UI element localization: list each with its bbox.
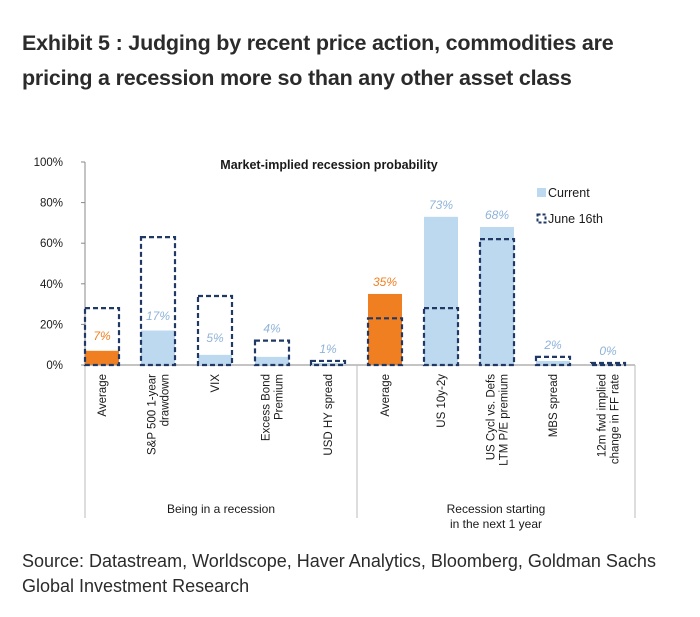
bar-june16 (534, 355, 572, 367)
bar-current (85, 350, 119, 365)
exhibit-title: Exhibit 5 : Judging by recent price acti… (22, 31, 614, 90)
category-label-line: US Cycl vs. Defs (486, 374, 498, 461)
category-label: US 10y-2y (436, 374, 448, 428)
bar-current (311, 362, 345, 365)
category-label-line: change in FF rate (610, 374, 622, 464)
category-label: 12m fwd implied change in FF rate (597, 374, 622, 464)
category-label-line: US 10y-2y (436, 374, 448, 428)
bar-current (255, 356, 289, 365)
y-tick-label: 100% (34, 157, 63, 169)
bars (83, 216, 627, 367)
data-label: 7% (93, 329, 111, 343)
data-label: 68% (485, 208, 509, 222)
bar-june16 (139, 236, 177, 367)
bar-current (480, 226, 514, 365)
bar-june16 (83, 307, 121, 367)
bar-current (141, 330, 175, 365)
category-label-line: MBS spread (548, 374, 560, 437)
data-label: 4% (263, 322, 281, 336)
category-label-line: Premium (274, 374, 286, 420)
bar-current (198, 354, 232, 365)
axes: 0% 20% 40% 60% 80% 100% (34, 157, 636, 518)
chart-title: Market-implied recession probability (220, 158, 437, 172)
data-label: 0% (599, 344, 617, 358)
data-label: 5% (206, 331, 224, 345)
category-label-line: 12m fwd implied (597, 374, 609, 457)
bar-current (536, 360, 570, 365)
bar-june16 (366, 317, 404, 367)
group-label: Recession starting (447, 502, 546, 516)
data-label: 1% (319, 342, 337, 356)
category-label-line: LTM P/E premium (499, 374, 511, 466)
category-label: USD HY spread (323, 374, 335, 456)
group-label: in the next 1 year (450, 517, 542, 531)
bar-june16 (196, 294, 234, 367)
category-label: S&P 500 1-year drawdown (147, 374, 172, 455)
category-label-line: S&P 500 1-year (147, 374, 159, 455)
bar-current (424, 216, 458, 365)
category-label: Average (97, 374, 109, 417)
source-note: Source: Datastream, Worldscope, Haver An… (22, 551, 656, 596)
data-label: 73% (429, 198, 453, 212)
labels: 7% 17% 5% 4% 1% 35% 73% 68% 2% 0% Average S&P 500 1… (93, 198, 621, 531)
y-tick-label: 20% (40, 319, 63, 331)
group-label: Being in a recession (167, 502, 275, 516)
category-label-line: Excess Bond (261, 374, 273, 441)
legend: Current June 16th (536, 186, 603, 226)
category-label-line: USD HY spread (323, 374, 335, 456)
bar-june16 (253, 339, 291, 367)
bar-june16 (309, 359, 347, 367)
data-label: 2% (543, 338, 562, 352)
bar-june16 (422, 307, 460, 367)
y-tick-label: 40% (40, 279, 63, 291)
category-label: MBS spread (548, 374, 560, 437)
recession-probability-chart: Market-implied recession probability Cur… (34, 157, 636, 531)
category-label: US Cycl vs. Defs LTM P/E premium (486, 374, 511, 466)
category-label-line: Average (380, 374, 392, 417)
y-tick-label: 80% (40, 198, 63, 210)
y-tick-label: 0% (46, 360, 63, 372)
category-label-line: Average (97, 374, 109, 417)
legend-swatch-current (537, 188, 546, 197)
legend-label-june16: June 16th (548, 212, 603, 226)
legend-label-current: Current (548, 186, 590, 200)
category-label: Average (380, 374, 392, 417)
data-label: 17% (146, 309, 170, 323)
category-label-line: VIX (210, 374, 222, 393)
category-label: VIX (210, 374, 222, 393)
category-label: Excess Bond Premium (261, 374, 286, 441)
data-label: 35% (373, 275, 397, 289)
bar-june16 (478, 238, 516, 367)
legend-swatch-june16 (536, 213, 547, 224)
y-tick-label: 60% (40, 238, 63, 250)
bar-june16 (589, 361, 627, 367)
category-label-line: drawdown (160, 374, 172, 426)
bar-current (368, 293, 402, 365)
